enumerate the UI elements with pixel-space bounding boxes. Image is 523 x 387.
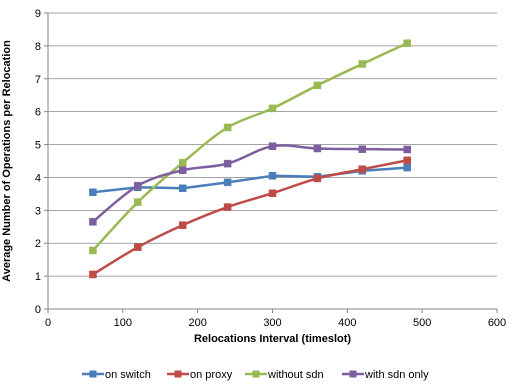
x-tick-label: 300 xyxy=(263,317,281,329)
x-tick-labels: 0 100 200 300 400 500 600 xyxy=(45,317,506,329)
y-tick-label: 8 xyxy=(35,41,41,53)
x-axis-title: Relocations Interval (timeslot) xyxy=(194,333,351,345)
x-tick-label: 500 xyxy=(413,317,431,329)
y-axis-title: Average Number of Operations per Relocat… xyxy=(1,40,13,282)
data-point-on-switch xyxy=(178,184,187,193)
data-point-on-proxy xyxy=(268,189,277,197)
y-tick-label: 2 xyxy=(35,238,41,250)
legend: on switch on proxy without sdn with sdn onl… xyxy=(82,369,429,381)
data-point-with-sdn-only xyxy=(89,218,97,226)
data-point-without-sdn xyxy=(313,81,322,90)
data-point-with-sdn-only xyxy=(223,159,232,168)
legend-marker-on-switch xyxy=(89,370,97,378)
x-tick-label: 400 xyxy=(338,317,356,329)
x-tick-label: 0 xyxy=(45,317,51,329)
legend-label-with-sdn-only: with sdn only xyxy=(364,369,429,381)
data-point-on-switch xyxy=(268,172,277,180)
data-point-with-sdn-only xyxy=(268,142,277,150)
data-point-without-sdn xyxy=(268,104,277,113)
y-tick-label: 5 xyxy=(35,140,41,152)
legend-label-without-sdn: without sdn xyxy=(267,369,324,381)
data-point-on-switch xyxy=(403,163,411,172)
data-point-without-sdn xyxy=(403,39,411,48)
data-point-with-sdn-only xyxy=(178,166,187,174)
data-point-with-sdn-only xyxy=(403,145,411,154)
y-tick-label: 3 xyxy=(35,205,41,217)
y-tick-label: 4 xyxy=(35,172,41,184)
data-point-on-proxy xyxy=(134,243,142,251)
data-point-on-proxy xyxy=(178,221,187,229)
y-tick-label: 0 xyxy=(35,304,41,316)
data-point-without-sdn xyxy=(223,123,232,132)
data-point-without-sdn xyxy=(358,60,367,68)
data-point-on-proxy xyxy=(313,174,322,183)
data-point-on-proxy xyxy=(358,165,367,173)
legend-marker-with-sdn-only xyxy=(349,370,357,378)
legend-marker-without-sdn xyxy=(252,370,260,378)
data-point-with-sdn-only xyxy=(134,181,142,190)
x-tick-label: 200 xyxy=(188,317,206,329)
y-tick-label: 6 xyxy=(35,107,41,119)
y-tick-label: 9 xyxy=(35,8,41,20)
data-point-on-proxy xyxy=(403,156,411,165)
data-point-on-proxy xyxy=(223,203,232,211)
data-point-without-sdn xyxy=(89,246,97,255)
legend-label-on-switch: on switch xyxy=(105,369,151,381)
data-point-on-proxy xyxy=(89,270,97,279)
series-markers xyxy=(89,39,411,279)
data-point-on-switch xyxy=(223,178,232,187)
data-point-without-sdn xyxy=(178,158,187,167)
series-line-with-sdn-only xyxy=(92,144,408,223)
legend-label-on-proxy: on proxy xyxy=(190,369,233,381)
y-tick-label: 7 xyxy=(35,74,41,86)
data-point-without-sdn xyxy=(134,198,142,206)
series-line-on-proxy xyxy=(92,159,408,276)
y-tick-label: 1 xyxy=(35,271,41,283)
y-tick-labels: 0 1 2 3 4 5 6 7 8 9 xyxy=(35,8,41,316)
data-point-on-switch xyxy=(89,188,97,196)
data-point-with-sdn-only xyxy=(313,144,322,153)
axes xyxy=(44,12,498,313)
legend-marker-on-proxy xyxy=(174,370,182,378)
series-lines xyxy=(91,42,408,276)
x-tick-label: 100 xyxy=(114,317,132,329)
x-tick-label: 600 xyxy=(488,317,506,329)
data-point-with-sdn-only xyxy=(358,145,367,153)
